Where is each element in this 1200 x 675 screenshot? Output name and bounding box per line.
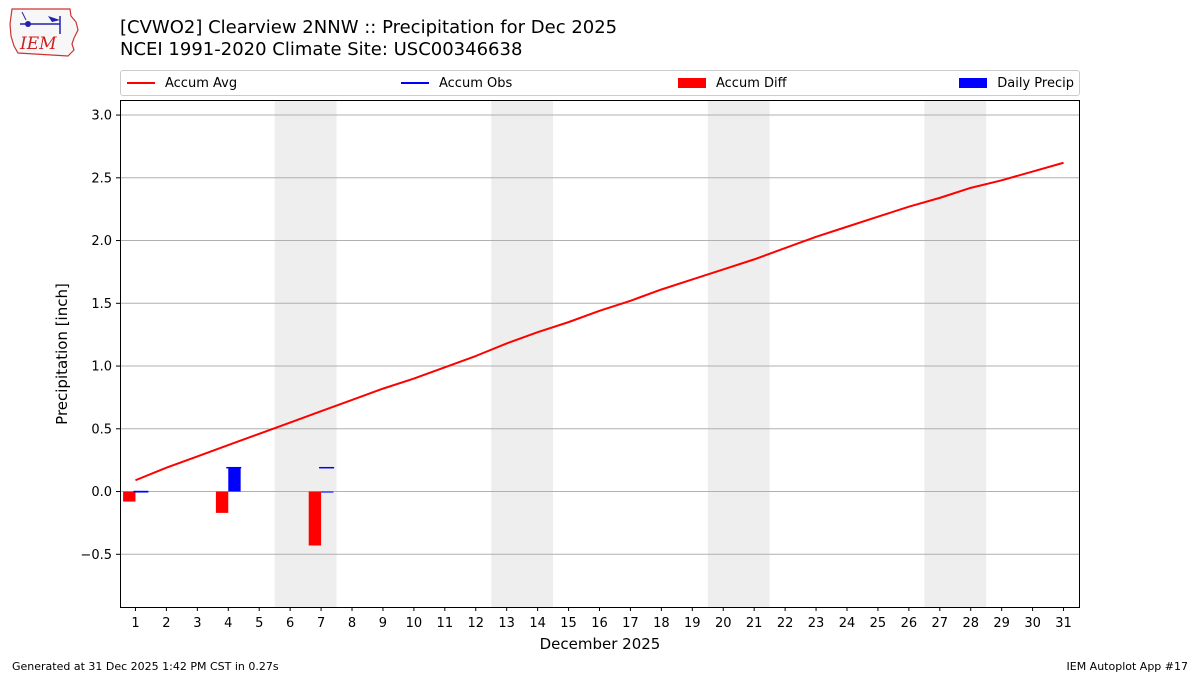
weekend-band [274,100,337,607]
x-tick-label: 15 [560,616,577,631]
x-tick-label: 1 [131,616,139,631]
x-tick-label: 26 [901,616,918,631]
y-tick-label: 2.0 [91,234,112,249]
y-tick-label: 2.5 [91,171,112,186]
x-tick-label: 7 [317,616,325,631]
legend-label-accum-diff: Accum Diff [716,75,787,91]
x-axis-label: December 2025 [540,635,661,653]
legend-label-daily-precip: Daily Precip [997,75,1074,91]
chart-title: [CVWO2] Clearview 2NNW :: Precipitation … [120,17,618,38]
x-tick-label: 16 [591,616,608,631]
x-tick-label: 14 [529,616,546,631]
logo-text: IEM [19,34,57,54]
y-tick-label: 1.0 [91,360,112,375]
y-axis-label: Precipitation [inch] [53,283,71,425]
x-tick-label: 25 [870,616,887,631]
accum-diff-bar [215,491,229,513]
weekend-shading [274,100,987,607]
x-tick-label: 18 [653,616,670,631]
daily-precip-bar [321,491,334,493]
x-tick-label: 31 [1055,616,1072,631]
y-tick-label: 3.0 [91,109,112,124]
x-tick-label: 11 [437,616,454,631]
y-tick-label: 0.5 [91,422,112,437]
x-tick-label: 13 [498,616,515,631]
daily-precip-bar [228,467,241,492]
x-tick-label: 5 [255,616,263,631]
legend-swatch-accum-diff [678,78,706,88]
y-tick-label: 0.0 [91,485,112,500]
legend-label-accum-avg: Accum Avg [165,75,238,91]
x-tick-label: 27 [932,616,949,631]
x-tick-label: 6 [286,616,294,631]
footer-generated: Generated at 31 Dec 2025 1:42 PM CST in … [12,660,279,673]
legend-item-accum-avg: Accum Avg [127,71,237,95]
weekend-band [707,100,770,607]
x-axis-ticks: 1 2 3 4 5 6 7 8 9 10 11 12 13 14 15 16 17 18 19 20 21 22 23 24 2… [131,607,1072,631]
x-tick-label: 2 [162,616,170,631]
legend-label-accum-obs: Accum Obs [439,75,513,91]
y-tick-label: −0.5 [80,548,112,563]
legend-item-accum-diff: Accum Diff [678,71,787,95]
x-tick-label: 20 [715,616,732,631]
y-gridlines [120,114,1079,555]
x-tick-label: 8 [348,616,356,631]
y-axis-ticks: −0.5 0.0 0.5 1.0 1.5 2.0 2.5 3.0 [80,109,120,563]
x-tick-label: 22 [777,616,794,631]
legend-item-accum-obs: Accum Obs [401,71,512,95]
chart-legend: Accum Avg Accum Obs Accum Diff Daily Pre… [120,70,1080,96]
iem-logo: IEM [8,6,80,58]
footer-app: IEM Autoplot App #17 [1066,660,1189,673]
legend-swatch-daily-precip [959,78,988,88]
x-tick-label: 28 [962,616,979,631]
accum-diff-bar [308,491,322,546]
y-tick-label: 1.5 [91,297,112,312]
legend-item-daily-precip: Daily Precip [959,71,1074,95]
accum-diff-bar [123,491,136,502]
weekend-band [491,100,554,607]
x-tick-label: 10 [406,616,423,631]
x-tick-label: 12 [467,616,484,631]
x-tick-label: 9 [379,616,387,631]
x-tick-label: 21 [746,616,763,631]
legend-swatch-accum-obs [401,82,429,84]
accum-avg-line [135,161,1064,482]
x-tick-label: 19 [684,616,701,631]
chart-subtitle: NCEI 1991-2020 Climate Site: USC00346638 [120,39,523,60]
x-tick-label: 29 [993,616,1010,631]
x-tick-label: 4 [224,616,232,631]
line-series [133,161,1064,493]
x-tick-label: 24 [839,616,856,631]
x-tick-label: 3 [193,616,201,631]
weekend-band [924,100,987,607]
legend-swatch-accum-avg [127,82,155,84]
x-tick-label: 17 [622,616,639,631]
x-tick-label: 23 [808,616,825,631]
x-tick-label: 30 [1024,616,1041,631]
